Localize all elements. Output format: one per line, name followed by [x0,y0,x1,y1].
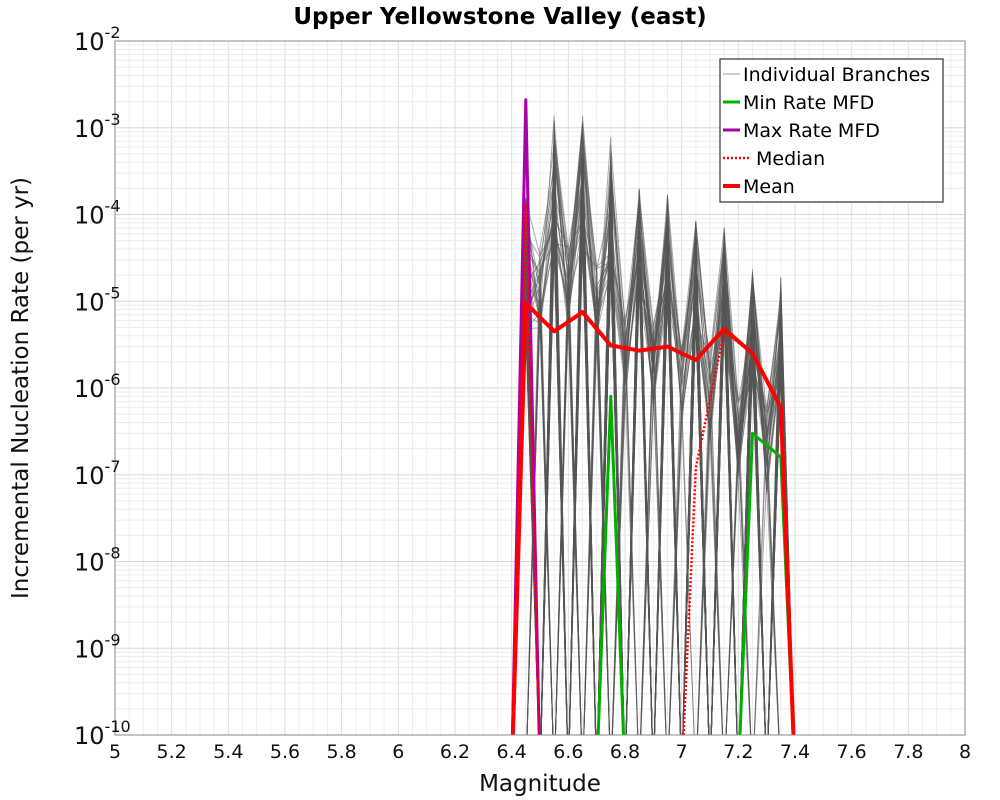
legend-label: Max Rate MFD [743,120,880,142]
legend-label: Individual Branches [743,64,930,86]
x-tick-label: 6.2 [440,741,470,763]
legend-label: Median [756,148,825,170]
y-tick-label: 10-9 [74,630,121,663]
x-tick-label: 5.4 [213,741,243,763]
x-tick-label: 7.6 [837,741,867,763]
x-tick-label: 7.4 [780,741,810,763]
branch-line [540,170,795,735]
y-tick-label: 10-6 [74,370,121,403]
x-tick-label: 7.2 [723,741,753,763]
branch-line [512,188,795,735]
x-axis-title: Magnitude [479,771,601,797]
y-tick-label: 10-2 [74,23,121,56]
y-tick-label: 10-8 [74,544,121,577]
x-tick-label: 6.6 [553,741,583,763]
legend: Individual Branches Min Rate MFD Max Rate … [719,58,944,203]
branch-line [512,209,795,735]
y-tick-label: 10-3 [74,110,121,143]
x-tick-label: 8 [959,741,971,763]
legend-label: Min Rate MFD [743,92,874,114]
branch-layer [512,115,795,735]
x-tick-label: 7 [676,741,688,763]
y-tick-label: 10-5 [74,283,121,316]
branch-line [512,153,795,735]
chart-title: Upper Yellowstone Valley (east) [293,4,706,30]
series-layer [510,98,796,735]
x-tick-label: 5.8 [327,741,357,763]
series-min-rate-mfd [596,394,626,735]
y-tick-label: 10-7 [74,457,121,490]
plot-frame [114,40,966,736]
x-tick-label: 6.4 [497,741,527,763]
legend-items: Individual Branches Min Rate MFD Max Rate … [723,64,930,198]
x-tick-label: 5.2 [157,741,187,763]
y-axis-title: Incremental Nucleation Rate (per yr) [8,177,34,599]
legend-box [719,58,944,203]
branch-line [512,135,795,735]
branch-line [512,141,766,735]
branch-line [512,223,795,735]
x-tick-label: 5.6 [270,741,300,763]
y-tick-label: 10-10 [74,717,131,750]
x-tick-layer: 5 5.2 5.4 5.6 5.8 6 6.2 6.4 6.6 6.8 7 7.2 7.4 7.6 7.8 8 [109,741,971,763]
grid-layer [114,41,966,736]
y-tick-layer: 10-10 10-9 10-8 10-7 10-6 10-5 10-4 10-3 10-2 [74,23,131,750]
x-tick-label: 5 [109,741,121,763]
x-tick-label: 6 [392,741,404,763]
y-tick-label: 10-4 [74,197,121,230]
x-tick-label: 6.8 [610,741,640,763]
branch-line [526,197,780,735]
series-mean [510,301,796,735]
legend-label: Mean [743,176,795,198]
x-tick-label: 7.8 [893,741,923,763]
